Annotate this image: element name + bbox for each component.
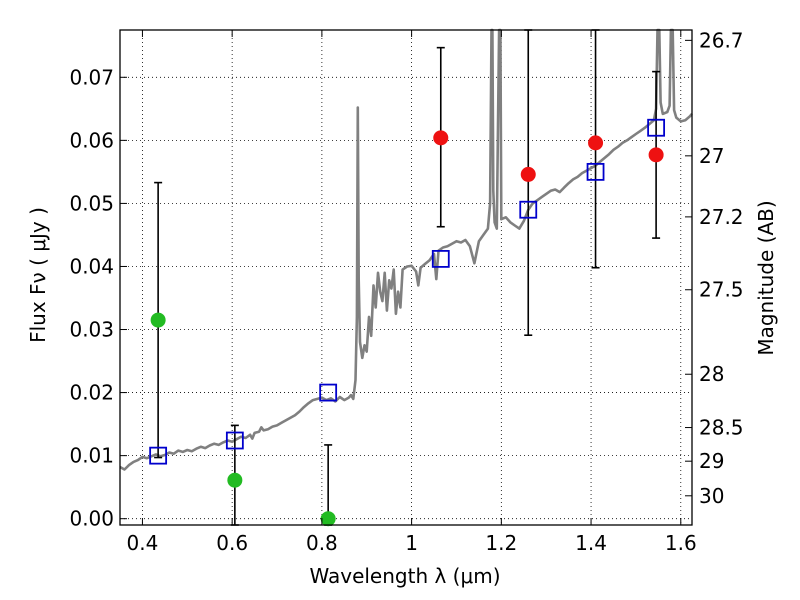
model-photometry-point [319, 383, 338, 402]
y2-tick-label: 28.5 [699, 416, 744, 440]
x-tick-label: 0.8 [306, 531, 338, 555]
observed-point-green [150, 312, 166, 328]
y-tick-label: 0.00 [69, 507, 114, 531]
y2-tick-label: 28 [699, 362, 724, 386]
y-axis-label: Flux Fν ( μJy ) [26, 207, 50, 343]
observed-point-green [227, 472, 243, 488]
model-photometry-point [431, 249, 450, 268]
x-axis-label: Wavelength λ (μm) [309, 564, 500, 588]
y2-tick-label: 27.5 [699, 278, 744, 302]
model-photometry-point [149, 446, 168, 465]
sed-model-line [119, 28, 693, 471]
y-tick-label: 0.04 [69, 254, 114, 278]
observed-point-green [320, 511, 336, 527]
x-tick-label: 1.6 [665, 531, 697, 555]
x-tick-label: 0.6 [216, 531, 248, 555]
y2-tick-label: 27 [699, 144, 724, 168]
observed-point-red [433, 130, 449, 146]
y2-tick-label: 29 [699, 449, 724, 473]
model-photometry-point [225, 431, 244, 450]
markers [149, 118, 666, 527]
grid [120, 30, 692, 525]
observed-point-red [520, 166, 536, 182]
plot-frame [119, 29, 693, 526]
y-tick-label: 0.05 [69, 191, 114, 215]
y-tick-label: 0.03 [69, 318, 114, 342]
x-tick-label: 1.2 [485, 531, 517, 555]
y2-tick-label: 30 [699, 484, 724, 508]
model-photometry-point [586, 162, 605, 181]
observed-point-red [588, 135, 604, 151]
ticks: 0.4 0.6 0.8 1 1.2 1.4 1.6 0.00 0.01 0.02 0.03 0.04 0… [69, 28, 743, 555]
y2-axis-label: Magnitude (AB) [754, 200, 778, 355]
error-bars [154, 29, 661, 526]
model-photometry-point [647, 118, 666, 137]
observed-point-red [648, 147, 664, 163]
y2-tick-label: 27.2 [699, 205, 744, 229]
x-tick-label: 0.4 [127, 531, 159, 555]
x-tick-label: 1 [405, 531, 418, 555]
y2-tick-label: 26.7 [699, 28, 744, 52]
y-tick-label: 0.07 [69, 65, 114, 89]
y-tick-label: 0.01 [69, 444, 114, 468]
sed-model [119, 28, 693, 471]
x-tick-label: 1.4 [575, 531, 607, 555]
y-tick-label: 0.02 [69, 381, 114, 405]
model-photometry-point [519, 200, 538, 219]
y-tick-label: 0.06 [69, 128, 114, 152]
axis-labels: Wavelength λ (μm) Flux Fν ( μJy ) Magnit… [26, 200, 778, 588]
